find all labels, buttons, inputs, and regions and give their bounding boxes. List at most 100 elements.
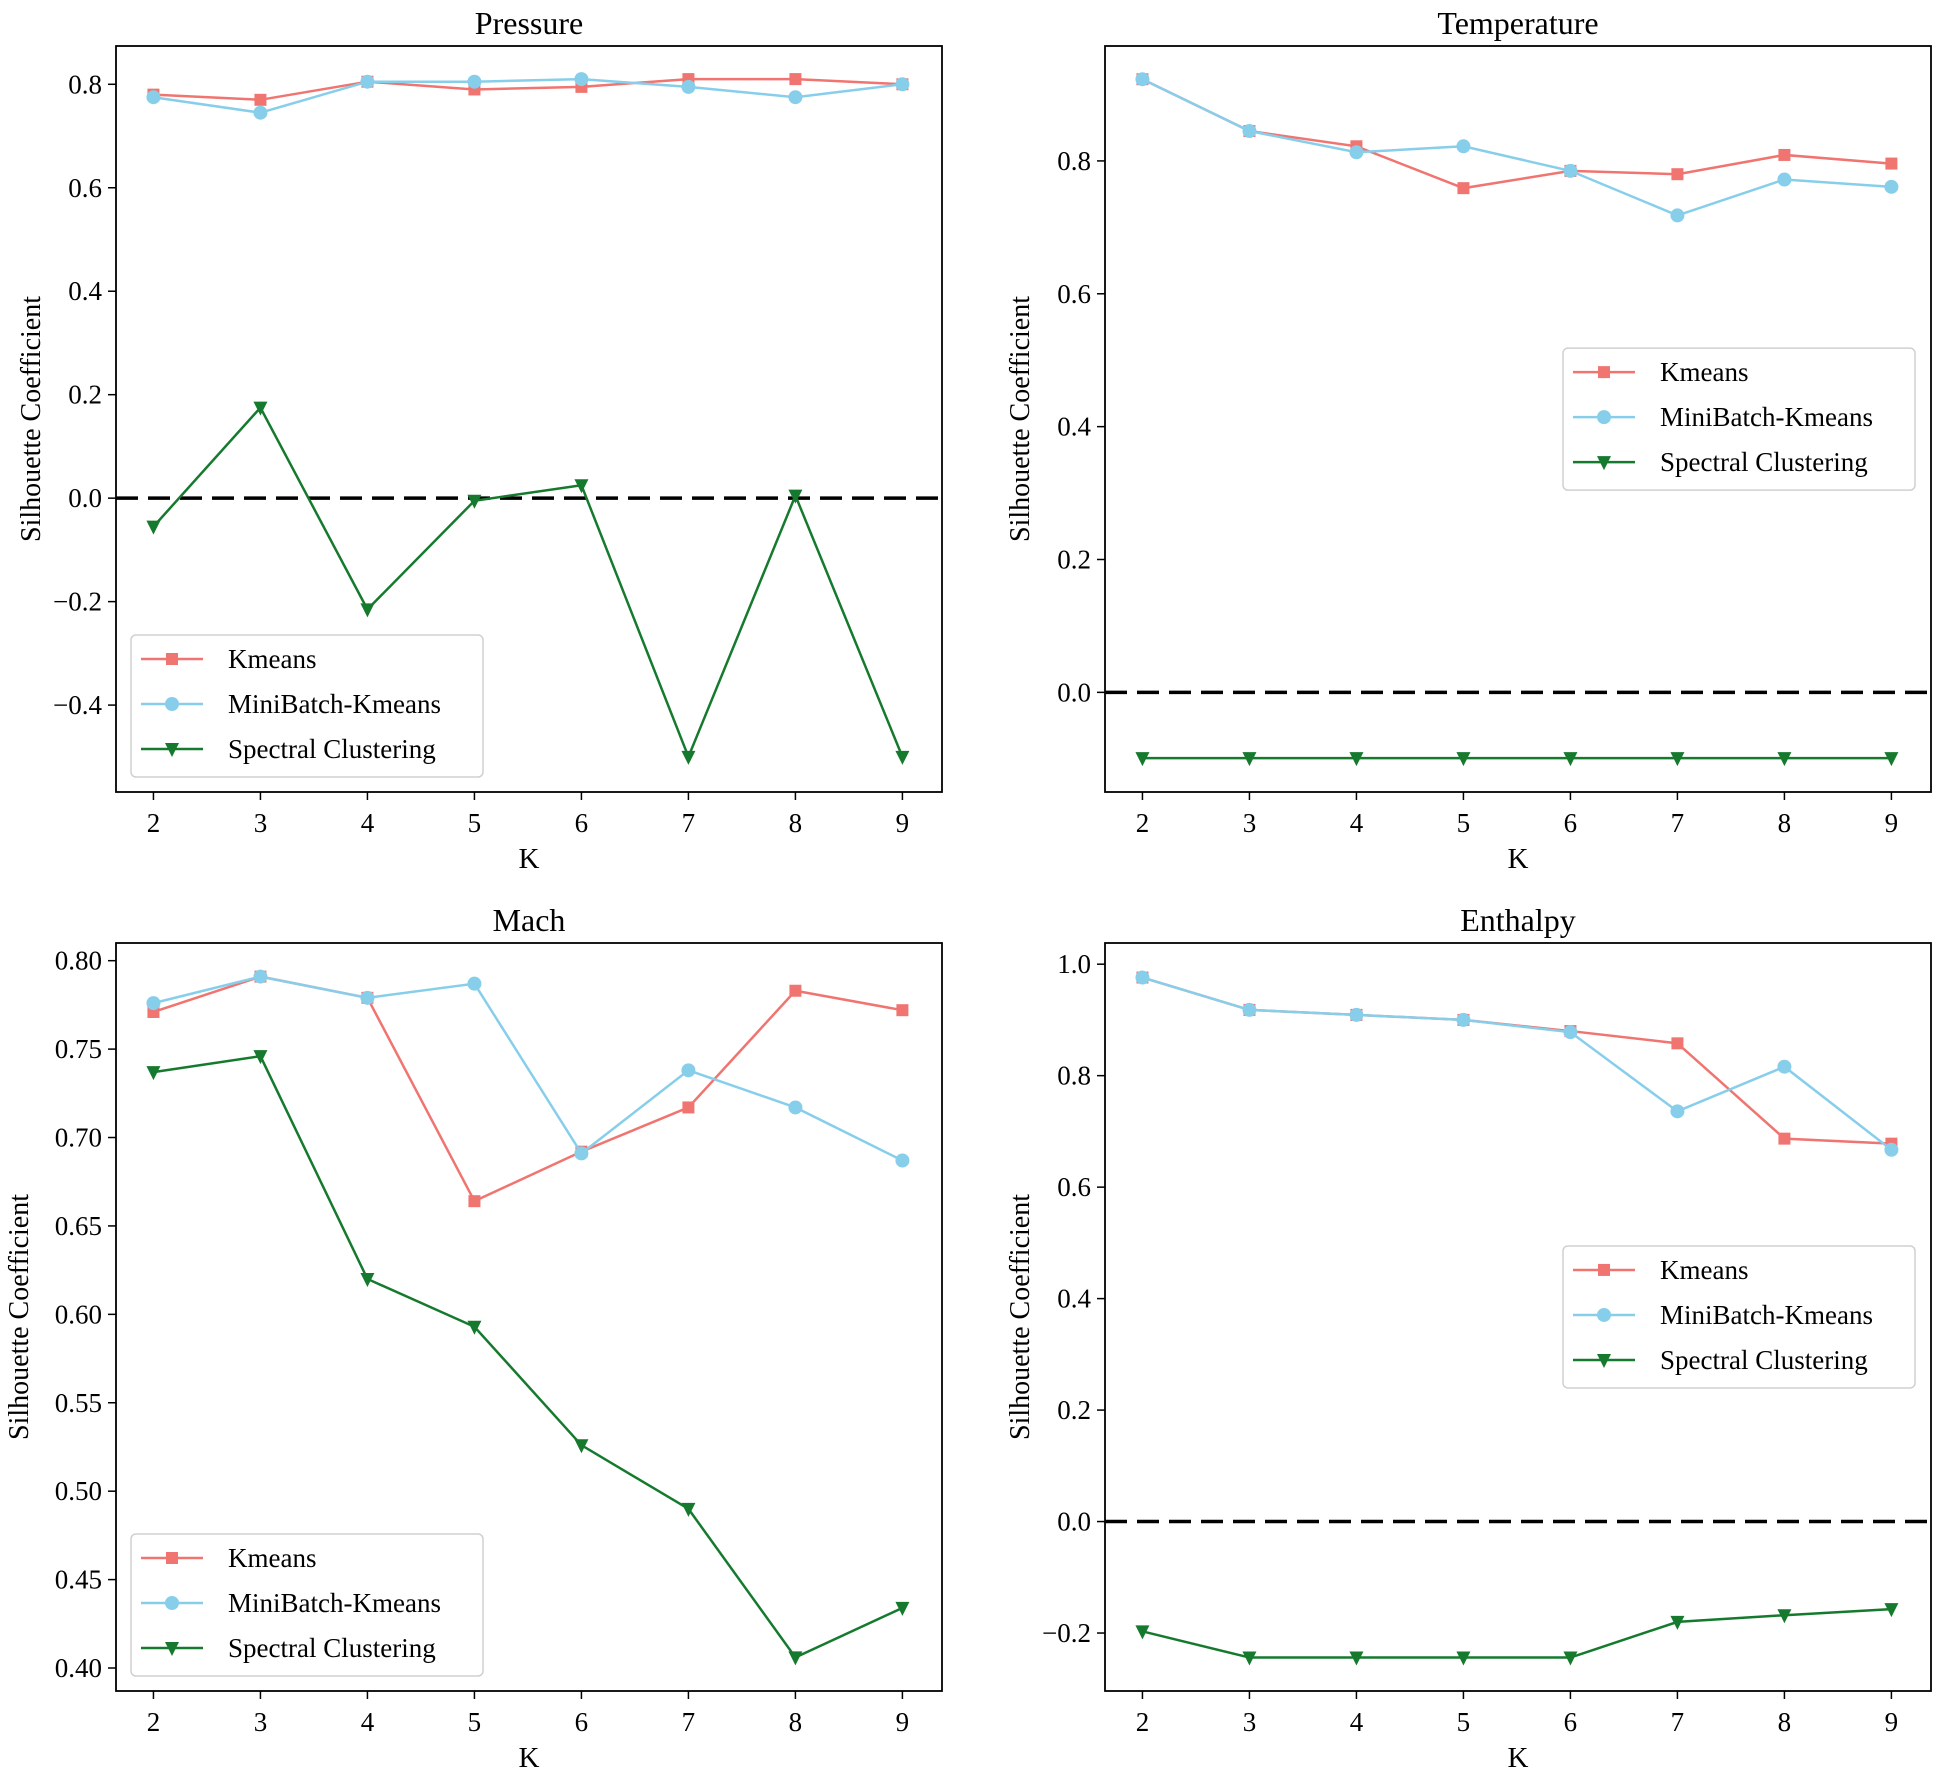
triangle-down-marker	[146, 1066, 161, 1081]
triangle-down-marker	[1670, 1615, 1685, 1630]
triangle-down-marker	[1456, 752, 1471, 767]
square-marker	[1671, 1037, 1684, 1050]
circle-marker	[1670, 1104, 1685, 1119]
triangle-down-marker	[360, 1272, 375, 1287]
triangle-down-marker	[574, 1439, 589, 1454]
legend-entry-spectral: Spectral Clustering	[1573, 1345, 1868, 1375]
circle-marker	[788, 1100, 803, 1115]
x-tick-label: 8	[1778, 1707, 1792, 1737]
y-tick-label: 0.0	[68, 483, 102, 513]
square-marker	[682, 1101, 695, 1114]
legend-entry-minibatch: MiniBatch-Kmeans	[141, 689, 441, 719]
legend-entry-kmeans: Kmeans	[141, 1543, 316, 1573]
legend-box	[1562, 1245, 1916, 1389]
triangle-down-marker	[1777, 1609, 1792, 1624]
triangle-down-marker	[146, 520, 161, 535]
circle-marker	[1349, 1007, 1364, 1022]
series-line	[1142, 1607, 1892, 1659]
square-marker	[468, 1195, 481, 1208]
series-line	[153, 975, 903, 1162]
circle-marker	[1349, 145, 1364, 160]
legend-label: MiniBatch-Kmeans	[228, 689, 441, 719]
circle-marker	[895, 77, 910, 92]
legend-entry-minibatch: MiniBatch-Kmeans	[1573, 1300, 1873, 1330]
x-tick-label: 3	[1243, 1707, 1257, 1737]
y-tick-label: −0.4	[53, 690, 102, 720]
x-axis-label: K	[1508, 843, 1529, 875]
triangle-down-marker	[1597, 456, 1611, 471]
x-tick-label: 5	[468, 808, 482, 838]
chart-title: Mach	[493, 902, 566, 938]
y-tick-label: 0.4	[1057, 1284, 1091, 1314]
triangle-down-marker	[253, 1050, 268, 1065]
series-minibatch	[146, 72, 910, 120]
y-tick-label: 0.70	[55, 1123, 102, 1153]
y-tick-label: 0.2	[1057, 1395, 1091, 1425]
legend-label: Spectral Clustering	[1660, 447, 1868, 477]
square-marker	[789, 73, 802, 86]
triangle-down-marker	[1670, 752, 1685, 767]
x-tick-label: 3	[1243, 808, 1257, 838]
subplot-mach: Mach K Silhouette Coefficient 2 3 4 5 6 7 8 9 0.40 0…	[4, 902, 943, 1772]
circle-marker	[1597, 410, 1611, 425]
series-minibatch	[146, 969, 910, 1168]
square-marker	[166, 653, 178, 665]
legend-entry-spectral: Spectral Clustering	[141, 1633, 436, 1663]
legend-entry-kmeans: Kmeans	[141, 644, 316, 674]
y-tick-label: −0.2	[53, 587, 102, 617]
y-tick-label: 0.2	[68, 380, 102, 410]
x-axis-label: K	[519, 1742, 540, 1772]
square-marker	[1671, 168, 1684, 181]
series-spectral	[146, 1050, 910, 1666]
series-line	[1142, 976, 1893, 1151]
legend-label: Spectral Clustering	[228, 734, 436, 764]
y-tick-label: 0.80	[55, 946, 102, 976]
y-tick-label: 0.8	[68, 69, 102, 99]
circle-marker	[574, 72, 589, 87]
x-tick-label: 8	[789, 808, 803, 838]
x-tick-label: 9	[1885, 1707, 1899, 1737]
triangle-down-marker	[1777, 752, 1792, 767]
circle-marker	[895, 1153, 910, 1168]
y-axis-label: Silhouette Coefficient	[16, 296, 47, 542]
y-axis-label: Silhouette Coefficient	[1005, 296, 1036, 542]
series-spectral	[1135, 752, 1899, 767]
legend: Kmeans MiniBatch-Kmeans Spectral Clusterin…	[130, 634, 484, 778]
series-kmeans	[147, 970, 909, 1208]
legend-label: MiniBatch-Kmeans	[1660, 402, 1873, 432]
x-tick-label: 5	[1457, 808, 1471, 838]
y-tick-label: −0.2	[1042, 1618, 1091, 1648]
circle-marker	[788, 90, 803, 105]
y-axis-label: Silhouette Coefficient	[4, 1194, 35, 1440]
legend-label: MiniBatch-Kmeans	[1660, 1300, 1873, 1330]
y-tick-label: 0.0	[1057, 677, 1091, 707]
y-tick-label: 0.50	[55, 1476, 102, 1506]
axes-frame	[115, 942, 943, 1692]
x-tick-label: 7	[682, 1707, 696, 1737]
y-tick-label: 0.4	[68, 276, 102, 306]
series-minibatch	[1135, 970, 1899, 1157]
circle-marker	[360, 74, 375, 89]
square-marker	[1598, 366, 1610, 379]
axes-frame	[115, 45, 943, 793]
circle-marker	[574, 1146, 589, 1161]
y-tick-label: 0.75	[55, 1034, 102, 1064]
series-minibatch	[1135, 72, 1899, 223]
x-tick-label: 3	[254, 808, 268, 838]
circle-marker	[1563, 163, 1578, 178]
y-axis-label: Silhouette Coefficient	[1005, 1194, 1036, 1440]
legend-label: Kmeans	[1660, 357, 1748, 387]
triangle-down-marker	[1456, 1651, 1471, 1666]
chart-title: Pressure	[475, 5, 583, 41]
x-tick-label: 6	[575, 808, 589, 838]
legend-entry-minibatch: MiniBatch-Kmeans	[1573, 402, 1873, 432]
y-tick-label: 1.0	[1057, 949, 1091, 979]
subplot-enthalpy: Enthalpy K Silhouette Coefficient 2 3 4 5 6 7 8 9 −…	[1005, 902, 1932, 1772]
triangle-down-marker	[467, 494, 482, 509]
x-tick-label: 6	[575, 1707, 589, 1737]
legend: Kmeans MiniBatch-Kmeans Spectral Clusterin…	[1562, 1245, 1916, 1389]
circle-marker	[1884, 179, 1899, 194]
legend-box	[1562, 347, 1916, 491]
circle-marker	[1670, 208, 1685, 223]
series-spectral	[1135, 1603, 1899, 1666]
